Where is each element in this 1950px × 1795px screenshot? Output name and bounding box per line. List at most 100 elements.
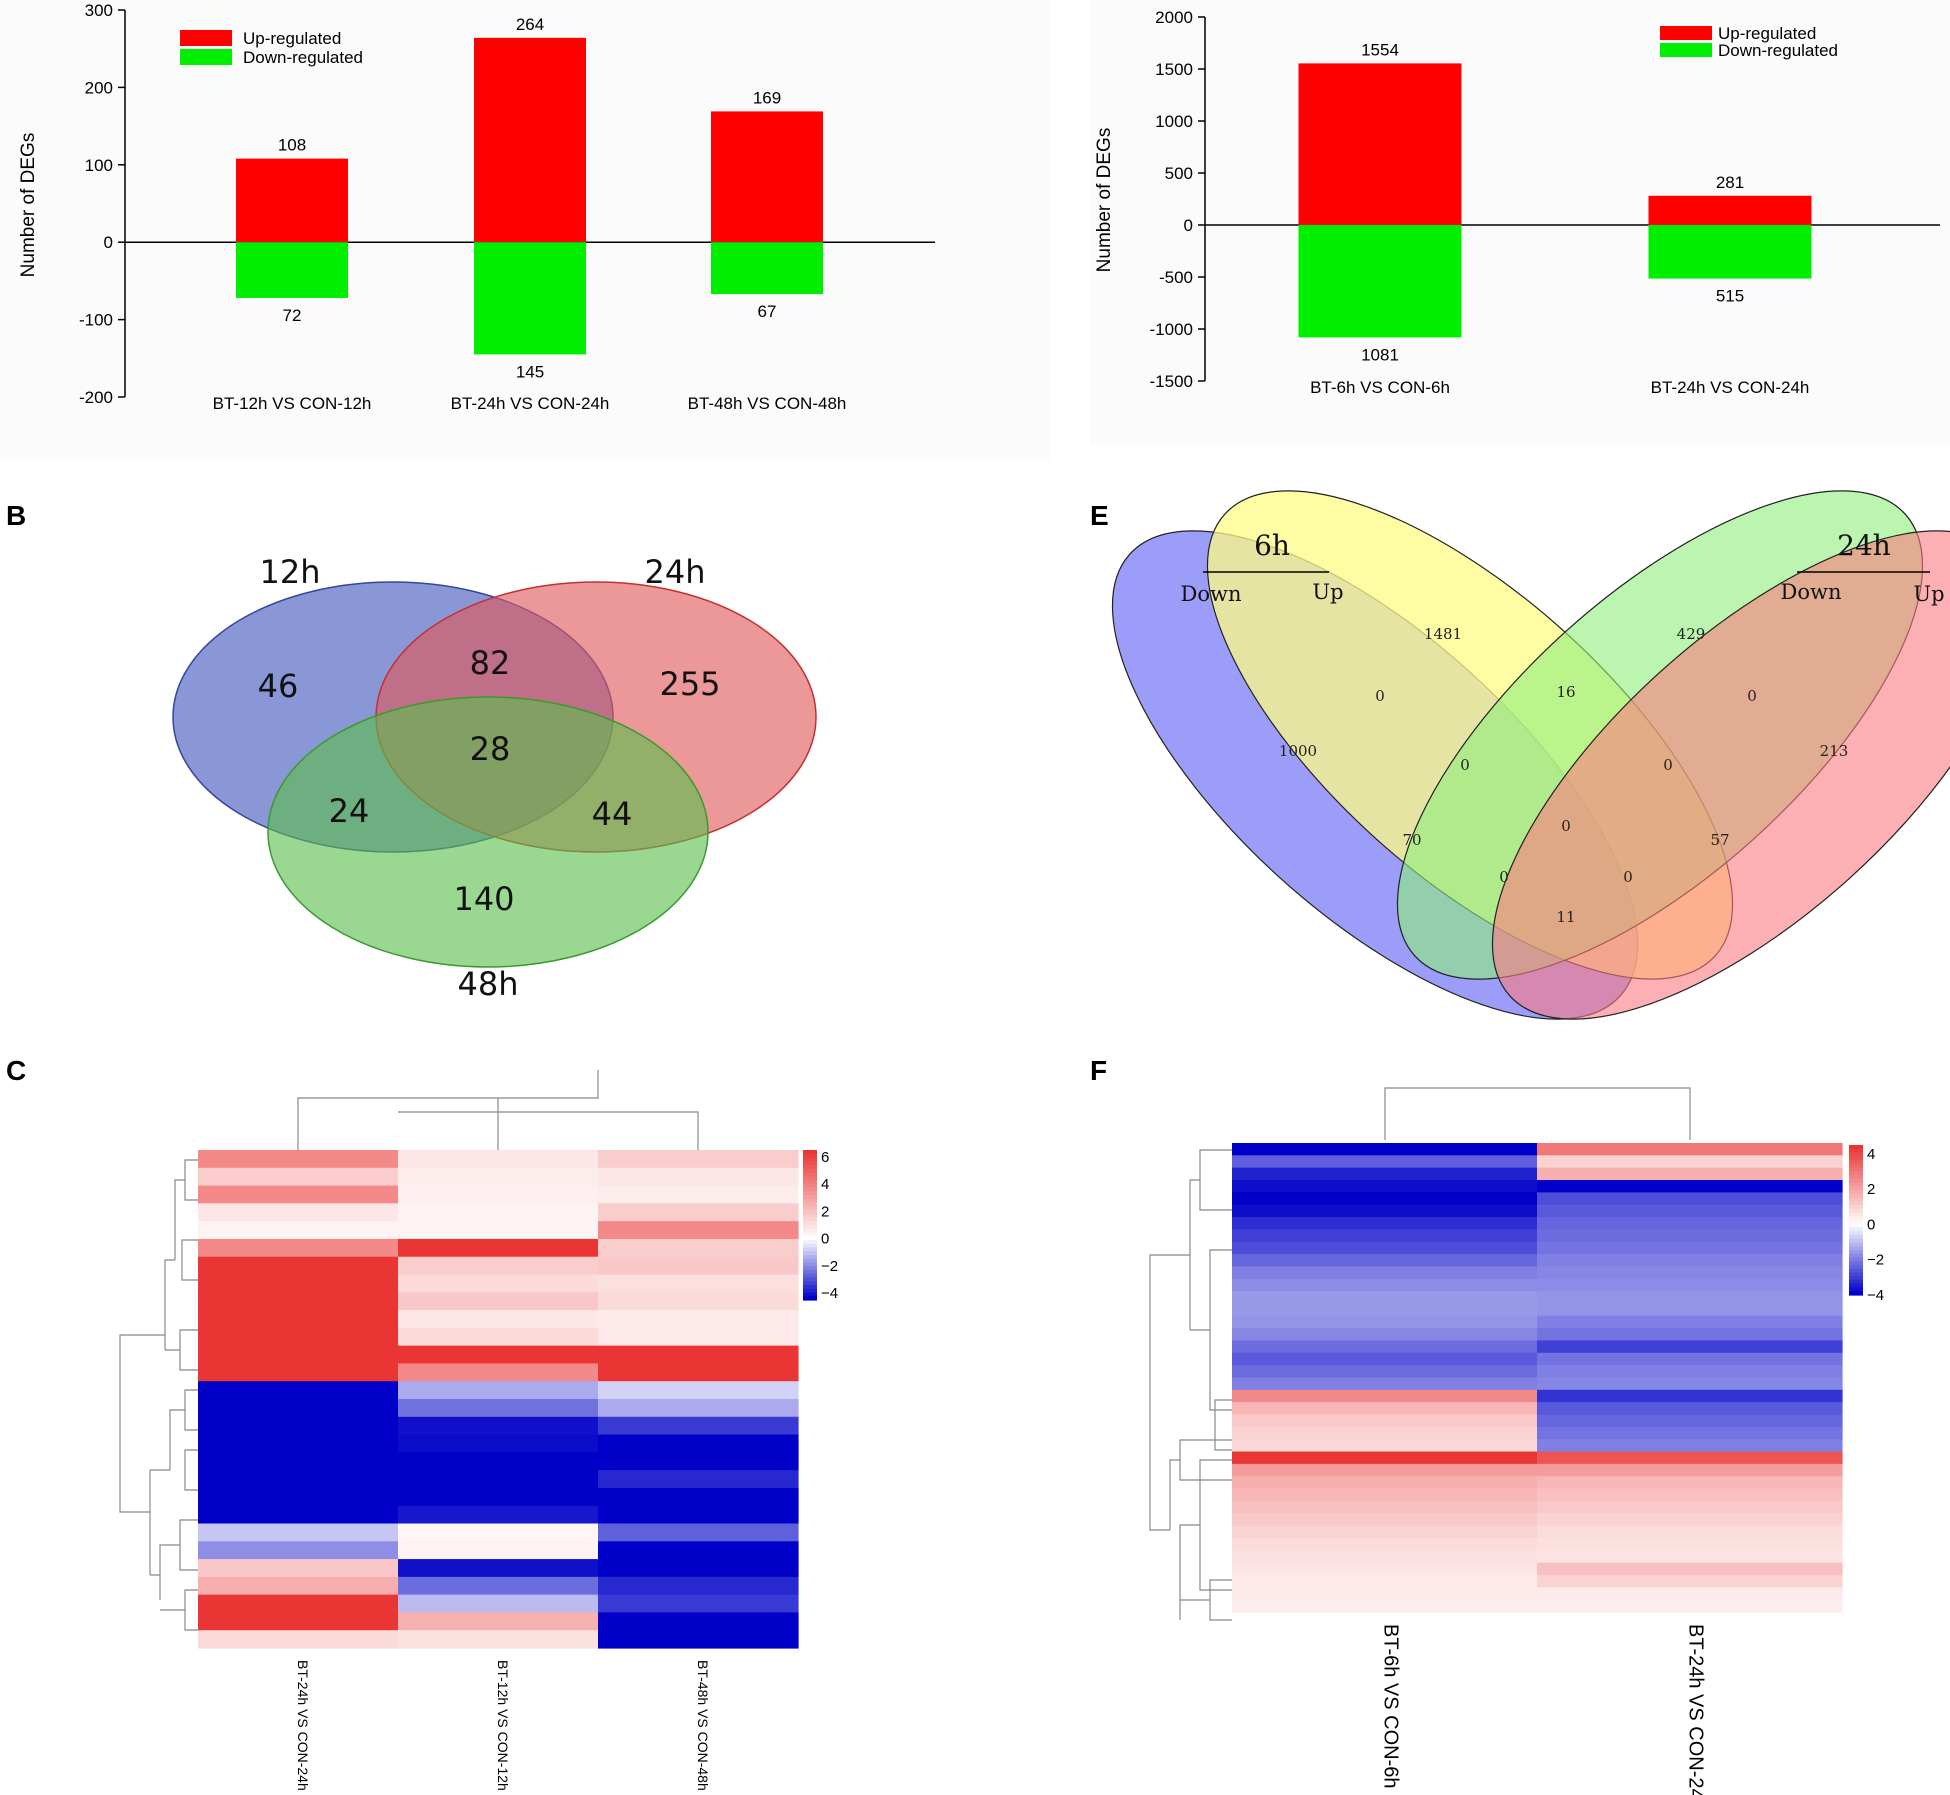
legend-down-swatch (1660, 43, 1712, 57)
colorbar-segment (1849, 1265, 1863, 1270)
colorbar-segment (803, 1198, 817, 1204)
heatmap-cell (1232, 1389, 1538, 1403)
heatmap-cell (1537, 1291, 1843, 1305)
heatmap-cell (1232, 1402, 1538, 1416)
colorbar-tick-label: 4 (821, 1176, 829, 1193)
panel-label-c: C (6, 1055, 26, 1086)
heatmap-cell (198, 1150, 399, 1169)
y-tick-label: -1500 (1150, 372, 1193, 391)
heatmap-cell (598, 1185, 799, 1204)
venn-count-12h-only: 46 (258, 667, 299, 705)
legend-down-label: Down-regulated (243, 48, 363, 67)
heatmap-cell (1232, 1155, 1538, 1169)
venn-count-u6-only: 1481 (1424, 625, 1462, 643)
colorbar-segment (1849, 1205, 1863, 1210)
heatmap-cell (1232, 1488, 1538, 1502)
colorbar-segment (1849, 1242, 1863, 1247)
heatmap-cell (198, 1203, 399, 1222)
colorbar-segment (803, 1187, 817, 1192)
heatmap-cell (1537, 1229, 1843, 1243)
venn-count-d24-u24: 0 (1747, 687, 1757, 705)
venn-count-bottom: 11 (1556, 908, 1575, 926)
heatmap-cell (1232, 1192, 1538, 1206)
venn-diagram-b: 12h 24h 48h 46 255 140 82 24 44 28 (172, 553, 817, 1003)
heatmap-cell (398, 1470, 599, 1489)
heatmap-cell (398, 1292, 599, 1311)
colorbar-tick-label: 4 (1867, 1146, 1875, 1163)
heatmap-cell (1537, 1525, 1843, 1539)
heatmap-cell (1232, 1550, 1538, 1564)
heatmap-cell (198, 1594, 399, 1614)
heatmap-c-dendrogram (119, 1070, 699, 1631)
heatmap-cell (1537, 1414, 1843, 1428)
heatmap-cell (1232, 1513, 1538, 1527)
chart-d-bars: 1554 1081 BT-6h VS CON-6h 281 515 BT-24h VS C… (1298, 40, 1812, 397)
chart-a-legend: Up-regulated Down-regulated (180, 29, 363, 67)
category-label: BT-48h VS CON-48h (688, 394, 847, 413)
heatmap-cell (1537, 1439, 1843, 1453)
heatmap-c-cells (198, 1150, 799, 1649)
heatmap-cell (1537, 1451, 1843, 1465)
colorbar-segment (803, 1221, 817, 1226)
venn-count-all-four: 0 (1561, 817, 1571, 835)
colorbar-segment (803, 1153, 817, 1159)
heatmap-cell (1232, 1167, 1538, 1181)
colorbar-segment (803, 1266, 817, 1271)
venn-count-d6-d24: 0 (1460, 756, 1470, 774)
venn-group-title-24h: 24h (1837, 529, 1891, 562)
heatmap-cell (1232, 1439, 1538, 1453)
heatmap-cell (1537, 1488, 1843, 1502)
venn-set-48h (267, 696, 709, 968)
heatmap-cell (1537, 1192, 1843, 1206)
colorbar-segment (1849, 1223, 1863, 1229)
heatmap-cell (1537, 1143, 1843, 1156)
heatmap-cell (598, 1470, 799, 1489)
legend-up-label: Up-regulated (1718, 24, 1816, 43)
heatmap-cell (1537, 1155, 1843, 1169)
heatmap-cell (1232, 1426, 1538, 1440)
heatmap-cell (398, 1576, 599, 1596)
heatmap-cell (598, 1434, 799, 1453)
colorbar-segment (803, 1213, 817, 1219)
heatmap-cell (1537, 1241, 1843, 1255)
venn-set-label-down-6h: Down (1181, 582, 1242, 606)
heatmap-cell (598, 1292, 799, 1311)
venn-set-up-24h (1491, 530, 1950, 1020)
heatmap-cell (1537, 1377, 1843, 1391)
heatmap-cell (398, 1363, 599, 1382)
heatmap-cell (198, 1363, 399, 1382)
category-label: BT-24h VS CON-24h (1651, 378, 1810, 397)
heatmap-cell (1537, 1352, 1843, 1366)
y-tick-label: 300 (85, 1, 113, 20)
heatmap-cell (398, 1327, 599, 1347)
venn-count-inner-left: 0 (1499, 868, 1509, 886)
heatmap-c-x-labels: BT-24h VS CON-24h BT-12h VS CON-12h BT-48h… (295, 1660, 711, 1791)
heatmap-cell (198, 1612, 399, 1631)
heatmap-cell (598, 1416, 799, 1436)
venn-label-12h: 12h (260, 553, 321, 591)
heatmap-cell (1232, 1599, 1538, 1613)
heatmap-cell (198, 1185, 399, 1204)
venn-count-12h-24h: 82 (470, 644, 511, 682)
colorbar-segment (1849, 1145, 1863, 1150)
heatmap-cell (598, 1541, 799, 1560)
heatmap-f-cells (1232, 1143, 1843, 1613)
colorbar-segment (1849, 1227, 1863, 1232)
colorbar-segment (1849, 1175, 1863, 1180)
heatmap-cell (398, 1541, 599, 1560)
colorbar-segment (1849, 1201, 1863, 1206)
colorbar-segment (1849, 1283, 1863, 1289)
bar-up (711, 111, 823, 243)
colorbar-segment (803, 1228, 817, 1234)
heatmap-cell (598, 1167, 799, 1187)
heatmap-cell (1232, 1414, 1538, 1428)
heatmap-cell (198, 1505, 399, 1525)
heatmap-cell (198, 1416, 399, 1436)
venn-count-u24-only: 213 (1820, 742, 1849, 760)
heatmap-cell (1232, 1315, 1538, 1329)
colorbar-segment (803, 1273, 817, 1279)
venn-set-label-up-24h: Up (1913, 582, 1944, 606)
heatmap-cell (398, 1221, 599, 1240)
heatmap-cell (1232, 1278, 1538, 1292)
